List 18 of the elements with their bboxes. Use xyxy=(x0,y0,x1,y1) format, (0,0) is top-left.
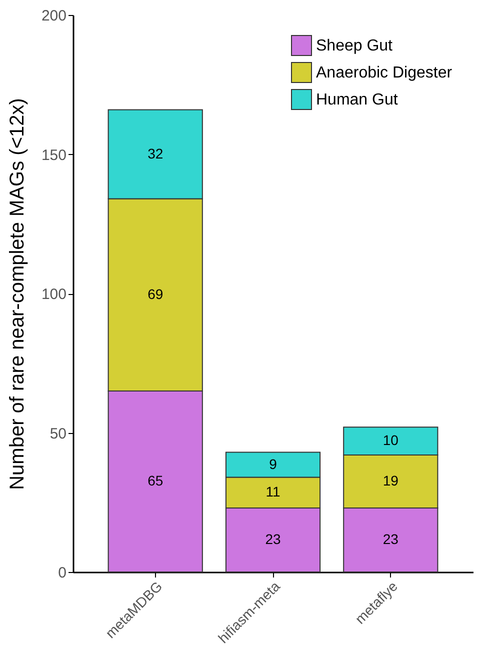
data-label: 23 xyxy=(382,530,399,547)
y-tick-label: 200 xyxy=(41,8,66,24)
data-label: 11 xyxy=(266,484,280,500)
y-tick-label: 0 xyxy=(58,564,66,582)
legend-label: Anaerobic Digester xyxy=(316,64,453,82)
data-label: 19 xyxy=(382,472,399,488)
data-label: 23 xyxy=(265,530,281,547)
legend-label: Human Gut xyxy=(316,92,398,108)
data-label: 10 xyxy=(382,432,399,448)
data-label: 9 xyxy=(269,456,278,472)
data-label: 69 xyxy=(148,286,164,302)
legend-label: Sheep Gut xyxy=(316,38,394,54)
y-tick-label: 100 xyxy=(41,286,66,303)
y-axis-title: Number of rare near-complete MAGs (<12x) xyxy=(6,98,28,490)
data-label: 32 xyxy=(148,145,164,162)
y-tick-label: 150 xyxy=(41,146,66,164)
data-label: 65 xyxy=(148,472,164,488)
y-tick-label: 50 xyxy=(50,425,66,442)
